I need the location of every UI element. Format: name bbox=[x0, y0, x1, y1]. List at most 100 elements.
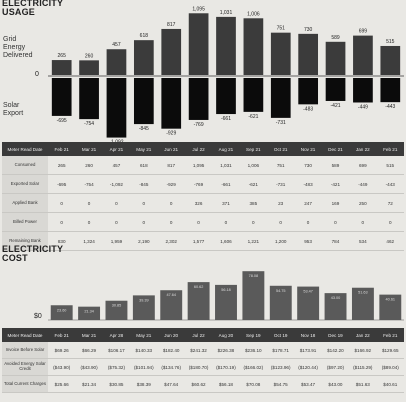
grid-delivered-bar bbox=[353, 35, 373, 75]
grid-delivered-bar bbox=[243, 18, 264, 76]
table-cell: ($120.44) bbox=[294, 358, 322, 376]
table-cell: 0 bbox=[130, 212, 158, 232]
cost-bar bbox=[215, 284, 237, 320]
cost-bar bbox=[351, 287, 374, 320]
grid-delivered-label: 1,095 bbox=[192, 6, 205, 12]
cost-bar bbox=[132, 295, 155, 320]
table-column-header: Dec 21 bbox=[321, 142, 350, 156]
solar-export-bar bbox=[161, 78, 182, 129]
cost-bar bbox=[78, 306, 101, 320]
table-cell: -731 bbox=[267, 174, 295, 194]
table-cell: $25.66 bbox=[48, 375, 76, 393]
solar-export-bar bbox=[106, 78, 127, 138]
table-cell: 589 bbox=[321, 156, 350, 175]
solar-export-label: -754 bbox=[84, 121, 94, 127]
table-column-header: Mar 21 bbox=[75, 328, 103, 342]
table-column-header: Mar 21 bbox=[75, 142, 103, 156]
table-cell: 1,324 bbox=[75, 231, 103, 251]
usage-table: Meter Read Date Feb 21 Mar 21 Apr 21 May 21 J… bbox=[2, 142, 404, 251]
table-cell: 830 bbox=[48, 231, 76, 251]
cost-chart: 23.60 21.34 30.85 39.39 47.64 60.62 56.18 78.08… bbox=[48, 271, 404, 321]
table-cell: 1,959 bbox=[102, 231, 131, 251]
table-cell: -661 bbox=[212, 174, 240, 194]
table-cell: -754 bbox=[75, 174, 103, 194]
table-column-header: Jan 22 bbox=[349, 328, 377, 342]
table-column-header: Feb 21 bbox=[48, 142, 76, 156]
table-column-header: Jul 22 bbox=[184, 142, 213, 156]
table-row: Applied Bank 0 0 0 0 0 326 371 385 23 247 169 250 72 bbox=[2, 193, 404, 213]
table-cell: 0 bbox=[184, 212, 213, 232]
table-cell: ($89.04) bbox=[376, 358, 404, 376]
table-cell: 1,606 bbox=[212, 231, 240, 251]
cost-value-label: 60.62 bbox=[194, 285, 204, 289]
cost-value-label: 51.63 bbox=[358, 291, 368, 295]
table-cell: ($115.29) bbox=[349, 358, 377, 376]
table-cell: 0 bbox=[102, 212, 131, 232]
table-cell: $69.26 bbox=[48, 342, 76, 359]
grid-delivered-label: 751 bbox=[277, 26, 286, 32]
cost-bar bbox=[324, 293, 347, 320]
cost-value-label: 78.08 bbox=[249, 274, 259, 278]
table-cell: 326 bbox=[184, 193, 213, 213]
table-cell: $106.17 bbox=[102, 342, 131, 359]
table-cell: ($123.96) bbox=[267, 358, 295, 376]
grid-delivered-bar bbox=[161, 28, 182, 75]
table-cell: $178.71 bbox=[267, 342, 295, 359]
table-column-header: Sep 21 bbox=[239, 142, 267, 156]
table-cell: -449 bbox=[349, 174, 377, 194]
table-column-header: Dec 19 bbox=[321, 328, 350, 342]
table-cell: 2,302 bbox=[157, 231, 185, 251]
table-column-header: Nov 18 bbox=[294, 328, 322, 342]
table-cell: 0 bbox=[75, 212, 103, 232]
table-cell: 260 bbox=[75, 156, 103, 175]
table-cell: -769 bbox=[184, 174, 213, 194]
table-cell: ($170.19) bbox=[212, 358, 240, 376]
table-row: Billed Power 0 0 0 0 0 0 0 0 0 0 0 0 0 bbox=[2, 212, 404, 232]
table-cell: 534 bbox=[349, 231, 377, 251]
table-cell: ($43.90) bbox=[48, 358, 76, 376]
cost-value-label: 54.75 bbox=[276, 289, 286, 293]
table-corner-header: Meter Read Date bbox=[2, 328, 48, 342]
solar-export-label: -621 bbox=[248, 114, 258, 120]
table-cell: 699 bbox=[349, 156, 377, 175]
cost-value-label: 47.64 bbox=[166, 293, 176, 297]
table-cell: $142.20 bbox=[321, 342, 350, 359]
table-column-header: Aug 20 bbox=[212, 328, 240, 342]
table-cell: $182.40 bbox=[157, 342, 185, 359]
grid-delivered-bar bbox=[298, 33, 319, 75]
table-cell: 72 bbox=[376, 193, 404, 213]
solar-export-label: -449 bbox=[358, 104, 368, 110]
solar-export-label: -483 bbox=[303, 106, 313, 112]
cost-bar bbox=[379, 294, 402, 320]
table-cell: $56.18 bbox=[212, 375, 240, 393]
table-row-label: Consumed bbox=[2, 156, 48, 175]
table-column-header: Aug 21 bbox=[212, 142, 240, 156]
table-column-header: Feb 21 bbox=[48, 328, 76, 342]
solar-export-bar bbox=[79, 78, 99, 120]
grid-delivered-label: 1,031 bbox=[220, 10, 233, 16]
table-column-header: Jul 22 bbox=[184, 328, 213, 342]
table-cell: 169 bbox=[321, 193, 350, 213]
table-cell: 0 bbox=[376, 212, 404, 232]
table-cell: -421 bbox=[321, 174, 350, 194]
solar-export-bar bbox=[51, 78, 72, 116]
table-row-label: Remaining Bank bbox=[2, 231, 48, 251]
table-cell: 0 bbox=[267, 212, 295, 232]
table-cell: 730 bbox=[294, 156, 322, 175]
cost-value-label: 39.39 bbox=[139, 298, 149, 302]
grid-delivered-bar bbox=[133, 40, 154, 75]
table-cell: 0 bbox=[157, 212, 185, 232]
solar-label-line: Solar bbox=[3, 102, 20, 109]
cost-value-label: 53.47 bbox=[303, 290, 313, 294]
table-cell: $70.08 bbox=[239, 375, 267, 393]
table-cell: 953 bbox=[294, 231, 322, 251]
table-cell: $21.34 bbox=[75, 375, 103, 393]
table-column-header: Apr 21 bbox=[102, 142, 131, 156]
table-corner-header: Meter Read Date bbox=[2, 142, 48, 156]
table-cell: ($166.02) bbox=[239, 358, 267, 376]
solar-export-label: -695 bbox=[57, 118, 67, 124]
table-row: Total Current Charges $25.66 $21.34 $30.85 $… bbox=[2, 375, 404, 393]
table-cell: $129.65 bbox=[376, 342, 404, 359]
usage-chart: 265 -695 260 -754 457 -1,092 618 -845 817 -929 1,0… bbox=[48, 6, 404, 142]
cost-bar bbox=[297, 286, 320, 320]
